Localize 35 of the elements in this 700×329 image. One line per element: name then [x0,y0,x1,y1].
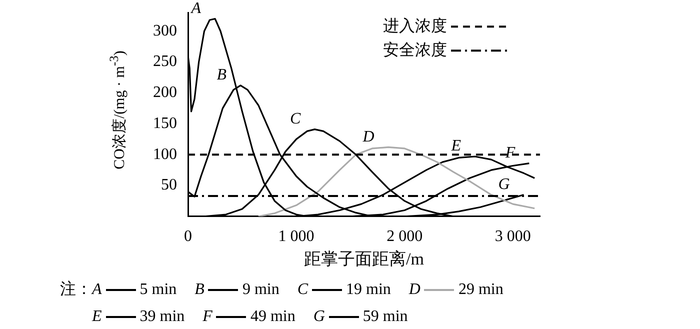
legend-label: D [408,281,420,298]
legend-label: C [297,281,308,298]
text: 59 min [362,308,408,325]
text: 49 min [250,308,296,325]
text: B [216,66,227,84]
text: 29 min [458,281,504,298]
x-tick-label: 0 [184,228,192,246]
y-tick-label: 200 [153,84,177,102]
x-axis-title: 距掌子面距离/m [304,249,424,268]
y-tick-label: 100 [153,146,177,163]
legend-label: 安全浓度 [383,40,447,59]
text: A [191,0,202,17]
text: 9 min [242,281,280,298]
text: F [505,144,516,162]
legend-label: F [202,308,212,325]
legend-label: G [313,308,325,325]
text: 5 min [140,281,177,298]
legend-label: B [194,281,204,298]
legend-label: E [92,308,102,325]
legend-label: A [92,281,102,298]
text: G [498,176,510,193]
text: E [451,138,462,155]
legend-label: 进入浓度 [383,16,447,35]
text: C [290,110,301,128]
x-tick-label: 2 000 [386,228,423,246]
y-tick-label: 150 [153,114,177,132]
text: 19 min [346,281,391,298]
text: D [362,128,374,146]
x-tick-label: 3 000 [494,228,531,246]
y-tick-label: 300 [153,22,177,40]
y-tick-label: 50 [161,176,177,194]
text: 39 min [140,308,185,325]
x-tick-label: 1 000 [278,228,314,246]
y-tick-label: 250 [153,53,177,70]
text: 注： [60,281,92,298]
